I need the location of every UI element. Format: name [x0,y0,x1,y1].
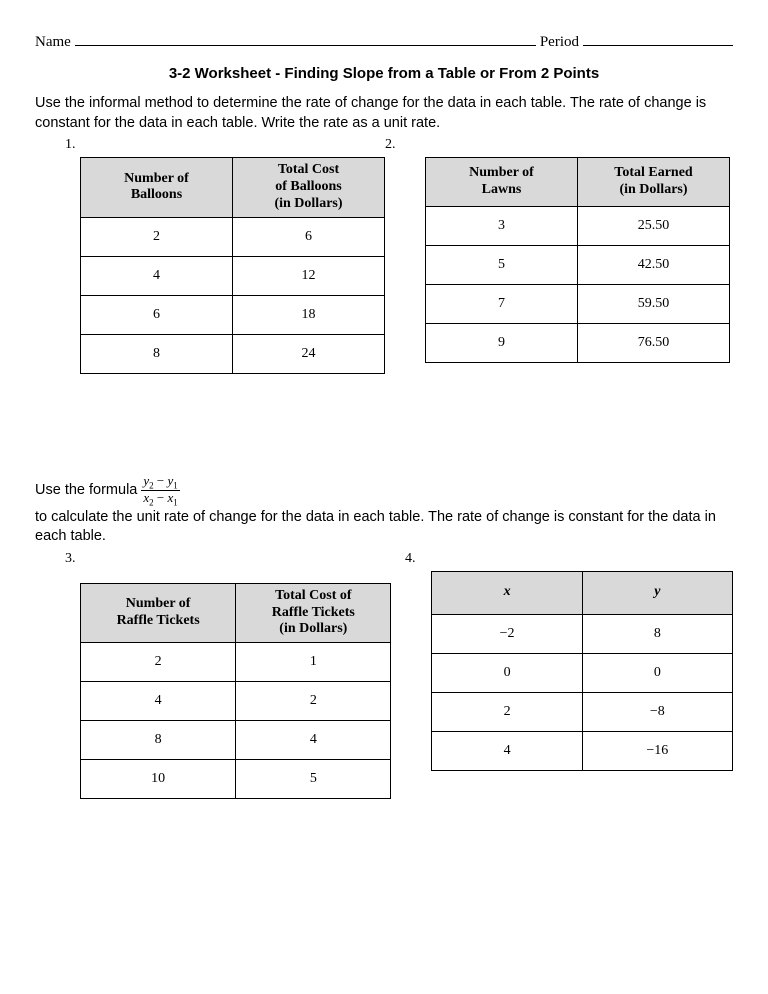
cell: −2 [432,614,582,653]
table-row: 976.50 [426,324,730,363]
cell: 2 [81,217,233,256]
cell: 5 [236,760,391,799]
cell: 5 [426,246,578,285]
section1-instructions: Use the informal method to determine the… [35,94,733,133]
cell: 3 [426,207,578,246]
section2-instructions: Use the formula y2 − y1 x2 − x1 to calcu… [35,474,733,547]
table-row: 105 [81,760,391,799]
cell: 4 [236,721,391,760]
cell: 0 [582,653,732,692]
table-row: 84 [81,721,391,760]
table-row: 824 [81,334,385,373]
table4-header-col1: x [432,571,582,614]
cell: 0 [432,653,582,692]
cell: 4 [81,682,236,721]
table-balloons: Number ofBalloons Total Costof Balloons(… [80,157,385,373]
cell: 4 [81,256,233,295]
cell: 25.50 [578,207,730,246]
table3-header-col2: Total Cost ofRaffle Tickets(in Dollars) [236,583,391,642]
tables-row-2: Number ofRaffle Tickets Total Cost ofRaf… [80,571,733,799]
cell: 10 [81,760,236,799]
table-row: 618 [81,295,385,334]
cell: 7 [426,285,578,324]
header-line: Name Period [35,30,733,51]
table2-header-col2: Total Earned(in Dollars) [578,158,730,207]
cell: 59.50 [578,285,730,324]
table-row: 4−16 [432,731,733,770]
cell: 42.50 [578,246,730,285]
table-row: 542.50 [426,246,730,285]
table-row: 2−8 [432,692,733,731]
cell: 6 [233,217,385,256]
table-lawns: Number ofLawns Total Earned(in Dollars) … [425,157,730,363]
problem-numbers-row-2: 3. 4. [65,551,733,567]
cell: 1 [236,643,391,682]
cell: 2 [432,692,582,731]
problem-numbers-row-1: 1. 2. [65,137,733,153]
table-row: 759.50 [426,285,730,324]
table4-header-col2: y [582,571,732,614]
table-row: 42 [81,682,391,721]
table1-header-col1: Number ofBalloons [81,158,233,217]
tables-row-1: Number ofBalloons Total Costof Balloons(… [80,157,733,373]
cell: 8 [81,334,233,373]
name-blank[interactable] [75,30,536,46]
instr-after-formula: to calculate the unit rate of change for… [35,508,733,547]
table-row: 325.50 [426,207,730,246]
problem-number-3: 3. [65,551,405,567]
table3-header-col1: Number ofRaffle Tickets [81,583,236,642]
cell: 24 [233,334,385,373]
table-row: 26 [81,217,385,256]
cell: −8 [582,692,732,731]
cell: 76.50 [578,324,730,363]
problem-number-2: 2. [385,137,396,153]
cell: 18 [233,295,385,334]
cell: 9 [426,324,578,363]
cell: 2 [236,682,391,721]
table-xy: x y −28 00 2−8 4−16 [431,571,733,771]
period-blank[interactable] [583,30,733,46]
problem-number-4: 4. [405,551,416,567]
table-raffle: Number ofRaffle Tickets Total Cost ofRaf… [80,583,391,799]
worksheet-title: 3-2 Worksheet - Finding Slope from a Tab… [35,65,733,82]
instr-before-formula: Use the formula [35,481,137,501]
table-row: 00 [432,653,733,692]
period-label: Period [540,34,579,51]
cell: 4 [432,731,582,770]
cell: 12 [233,256,385,295]
cell: 6 [81,295,233,334]
slope-formula: y2 − y1 x2 − x1 [141,474,179,508]
cell: 2 [81,643,236,682]
problem-number-1: 1. [65,137,385,153]
table-row: 21 [81,643,391,682]
cell: −16 [582,731,732,770]
table-row: −28 [432,614,733,653]
table-row: 412 [81,256,385,295]
table1-header-col2: Total Costof Balloons(in Dollars) [233,158,385,217]
cell: 8 [81,721,236,760]
table2-header-col1: Number ofLawns [426,158,578,207]
cell: 8 [582,614,732,653]
name-label: Name [35,34,71,51]
